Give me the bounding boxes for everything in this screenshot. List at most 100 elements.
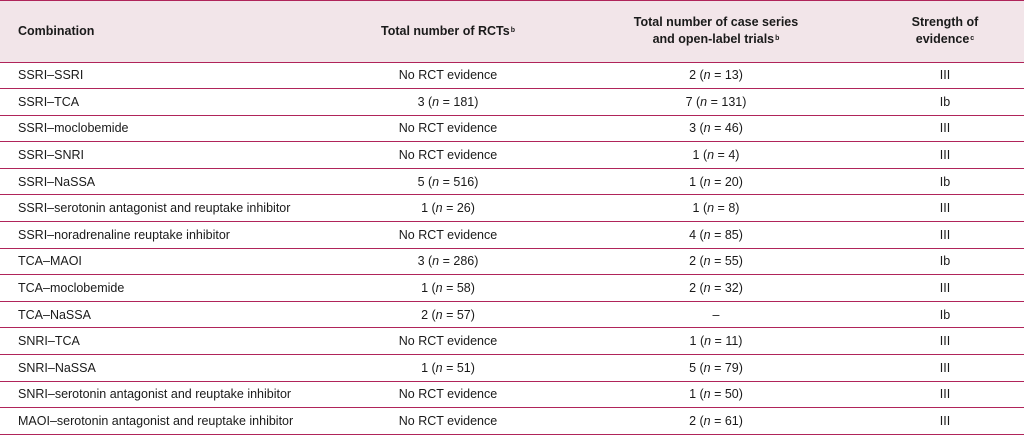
cell-case-series: 1 (n = 8) — [566, 194, 866, 223]
cell-combination: SNRI–NaSSA — [0, 354, 330, 382]
cell-combination: SSRI–moclobemide — [0, 115, 330, 143]
cell-case-series: 7 (n = 131) — [566, 88, 866, 116]
cell-strength: III — [866, 407, 1024, 435]
table-body: SSRI–SSRI No RCT evidence 2 (n = 13) III SSR… — [0, 62, 1024, 435]
table-row: SSRI–serotonin antagonist and reuptake i… — [0, 194, 1024, 223]
footnote-b-marker: b — [775, 35, 780, 43]
rows.11.rct-n: 51 — [456, 360, 471, 375]
rows.11.cases-count: 5 — [689, 360, 697, 375]
rows.13.cases-n: 61 — [724, 414, 739, 429]
cell-total-rcts: 1 (n = 58) — [330, 274, 566, 302]
rows.4.cases-n: 20 — [724, 174, 739, 189]
cell-combination: TCA–MAOI — [0, 248, 330, 276]
cell-combination: SSRI–SSRI — [0, 62, 330, 90]
cell-total-rcts: No RCT evidence — [330, 62, 566, 90]
table-row: SSRI–SNRI No RCT evidence 1 (n = 4) III — [0, 141, 1024, 169]
rows.7.cases-count: 2 — [689, 254, 697, 269]
footnote-b-marker: b — [510, 26, 515, 34]
rows.5.cases-n: 8 — [728, 201, 736, 216]
rows.5.rct-n: 26 — [456, 201, 471, 216]
cell-strength: III — [866, 62, 1024, 90]
cell-combination: SSRI–NaSSA — [0, 168, 330, 196]
table-row: TCA–moclobemide 1 (n = 58) 2 (n = 32) III — [0, 274, 1024, 302]
rows.11.rct-count: 1 — [421, 360, 429, 375]
cell-combination: SSRI–SNRI — [0, 141, 330, 169]
cell-case-series: 1 (n = 11) — [566, 327, 866, 356]
rows.4.rct-n: 516 — [453, 174, 475, 189]
cell-case-series: 1 (n = 4) — [566, 141, 866, 169]
header-case-series: Total number of case series and open-labe… — [566, 1, 866, 63]
cell-combination: SSRI–serotonin antagonist and reuptake i… — [0, 194, 330, 223]
cell-total-rcts: 3 (n = 286) — [330, 248, 566, 276]
rows.8.cases-count: 2 — [689, 281, 697, 296]
cell-total-rcts: 5 (n = 516) — [330, 168, 566, 196]
rows.9.rct-count: 2 — [421, 307, 429, 322]
cell-combination: MAOI–serotonin antagonist and reuptake i… — [0, 407, 330, 435]
rows.8.rct-n: 58 — [456, 281, 471, 296]
table-header: Combination Total number of RCTsb Total … — [0, 1, 1024, 63]
cell-strength: III — [866, 194, 1024, 223]
cell-strength: III — [866, 115, 1024, 143]
rows.10.rct-text: No RCT evidence — [398, 334, 498, 349]
header-row: Combination Total number of RCTsb Total … — [0, 1, 1024, 63]
cell-total-rcts: 3 (n = 181) — [330, 88, 566, 116]
cell-case-series: 1 (n = 50) — [566, 381, 866, 409]
cell-combination: TCA–moclobemide — [0, 274, 330, 302]
cell-total-rcts: No RCT evidence — [330, 221, 566, 249]
header-strength-of-evidence: Strength of evidencec — [866, 1, 1024, 63]
table-row: SSRI–noradrenaline reuptake inhibitor No … — [0, 221, 1024, 249]
cell-case-series: 5 (n = 79) — [566, 354, 866, 382]
rows.3.cases-n: 4 — [728, 148, 736, 163]
rows.0.cases-count: 2 — [689, 68, 697, 83]
table-row: TCA–MAOI 3 (n = 286) 2 (n = 55) Ib — [0, 248, 1024, 276]
rows.1.rct-count: 3 — [417, 94, 425, 109]
cell-strength: Ib — [866, 168, 1024, 196]
table-row: TCA–NaSSA 2 (n = 57) – Ib — [0, 301, 1024, 329]
rows.1.cases-n: 131 — [721, 94, 743, 109]
rows.9.cases-text: – — [712, 307, 720, 322]
rows.11.cases-n: 79 — [724, 360, 739, 375]
cell-case-series: 2 (n = 55) — [566, 248, 866, 276]
rows.0.rct-text: No RCT evidence — [398, 68, 498, 83]
cell-combination: SSRI–noradrenaline reuptake inhibitor — [0, 221, 330, 249]
cell-case-series: 4 (n = 85) — [566, 221, 866, 249]
cell-total-rcts: 1 (n = 26) — [330, 194, 566, 223]
rows.6.cases-n: 85 — [724, 227, 739, 242]
cell-combination: SNRI–TCA — [0, 327, 330, 356]
rows.12.rct-text: No RCT evidence — [398, 387, 498, 402]
rows.2.rct-text: No RCT evidence — [398, 121, 498, 136]
rows.7.cases-n: 55 — [724, 254, 739, 269]
cell-strength: III — [866, 327, 1024, 356]
rows.2.cases-n: 46 — [724, 121, 739, 136]
rows.0.cases-n: 13 — [724, 68, 739, 83]
rows.3.rct-text: No RCT evidence — [398, 148, 498, 163]
cell-strength: Ib — [866, 88, 1024, 116]
rows.6.rct-text: No RCT evidence — [398, 227, 498, 242]
rows.1.cases-count: 7 — [685, 94, 693, 109]
rows.7.rct-count: 3 — [417, 254, 425, 269]
rows.8.cases-n: 32 — [724, 281, 739, 296]
rows.13.cases-count: 2 — [689, 414, 697, 429]
table-row: SSRI–TCA 3 (n = 181) 7 (n = 131) Ib — [0, 88, 1024, 116]
cell-combination: TCA–NaSSA — [0, 301, 330, 329]
cell-strength: III — [866, 381, 1024, 409]
table-row: SSRI–SSRI No RCT evidence 2 (n = 13) III — [0, 62, 1024, 90]
cell-total-rcts: No RCT evidence — [330, 327, 566, 356]
rows.10.cases-n: 11 — [725, 334, 739, 349]
rows.1.rct-n: 181 — [453, 94, 475, 109]
rows.13.rct-text: No RCT evidence — [398, 414, 498, 429]
rows.4.cases-count: 1 — [689, 174, 697, 189]
cell-case-series: 1 (n = 20) — [566, 168, 866, 196]
cell-total-rcts: No RCT evidence — [330, 381, 566, 409]
rows.3.cases-count: 1 — [692, 148, 700, 163]
table-row: SNRI–NaSSA 1 (n = 51) 5 (n = 79) III — [0, 354, 1024, 382]
rows.12.cases-count: 1 — [689, 387, 697, 402]
cell-strength: Ib — [866, 301, 1024, 329]
cell-case-series: 3 (n = 46) — [566, 115, 866, 143]
cell-strength: III — [866, 274, 1024, 302]
table-row: SSRI–moclobemide No RCT evidence 3 (n = 46… — [0, 115, 1024, 143]
cell-case-series: 2 (n = 32) — [566, 274, 866, 302]
cell-case-series: – — [566, 301, 866, 329]
